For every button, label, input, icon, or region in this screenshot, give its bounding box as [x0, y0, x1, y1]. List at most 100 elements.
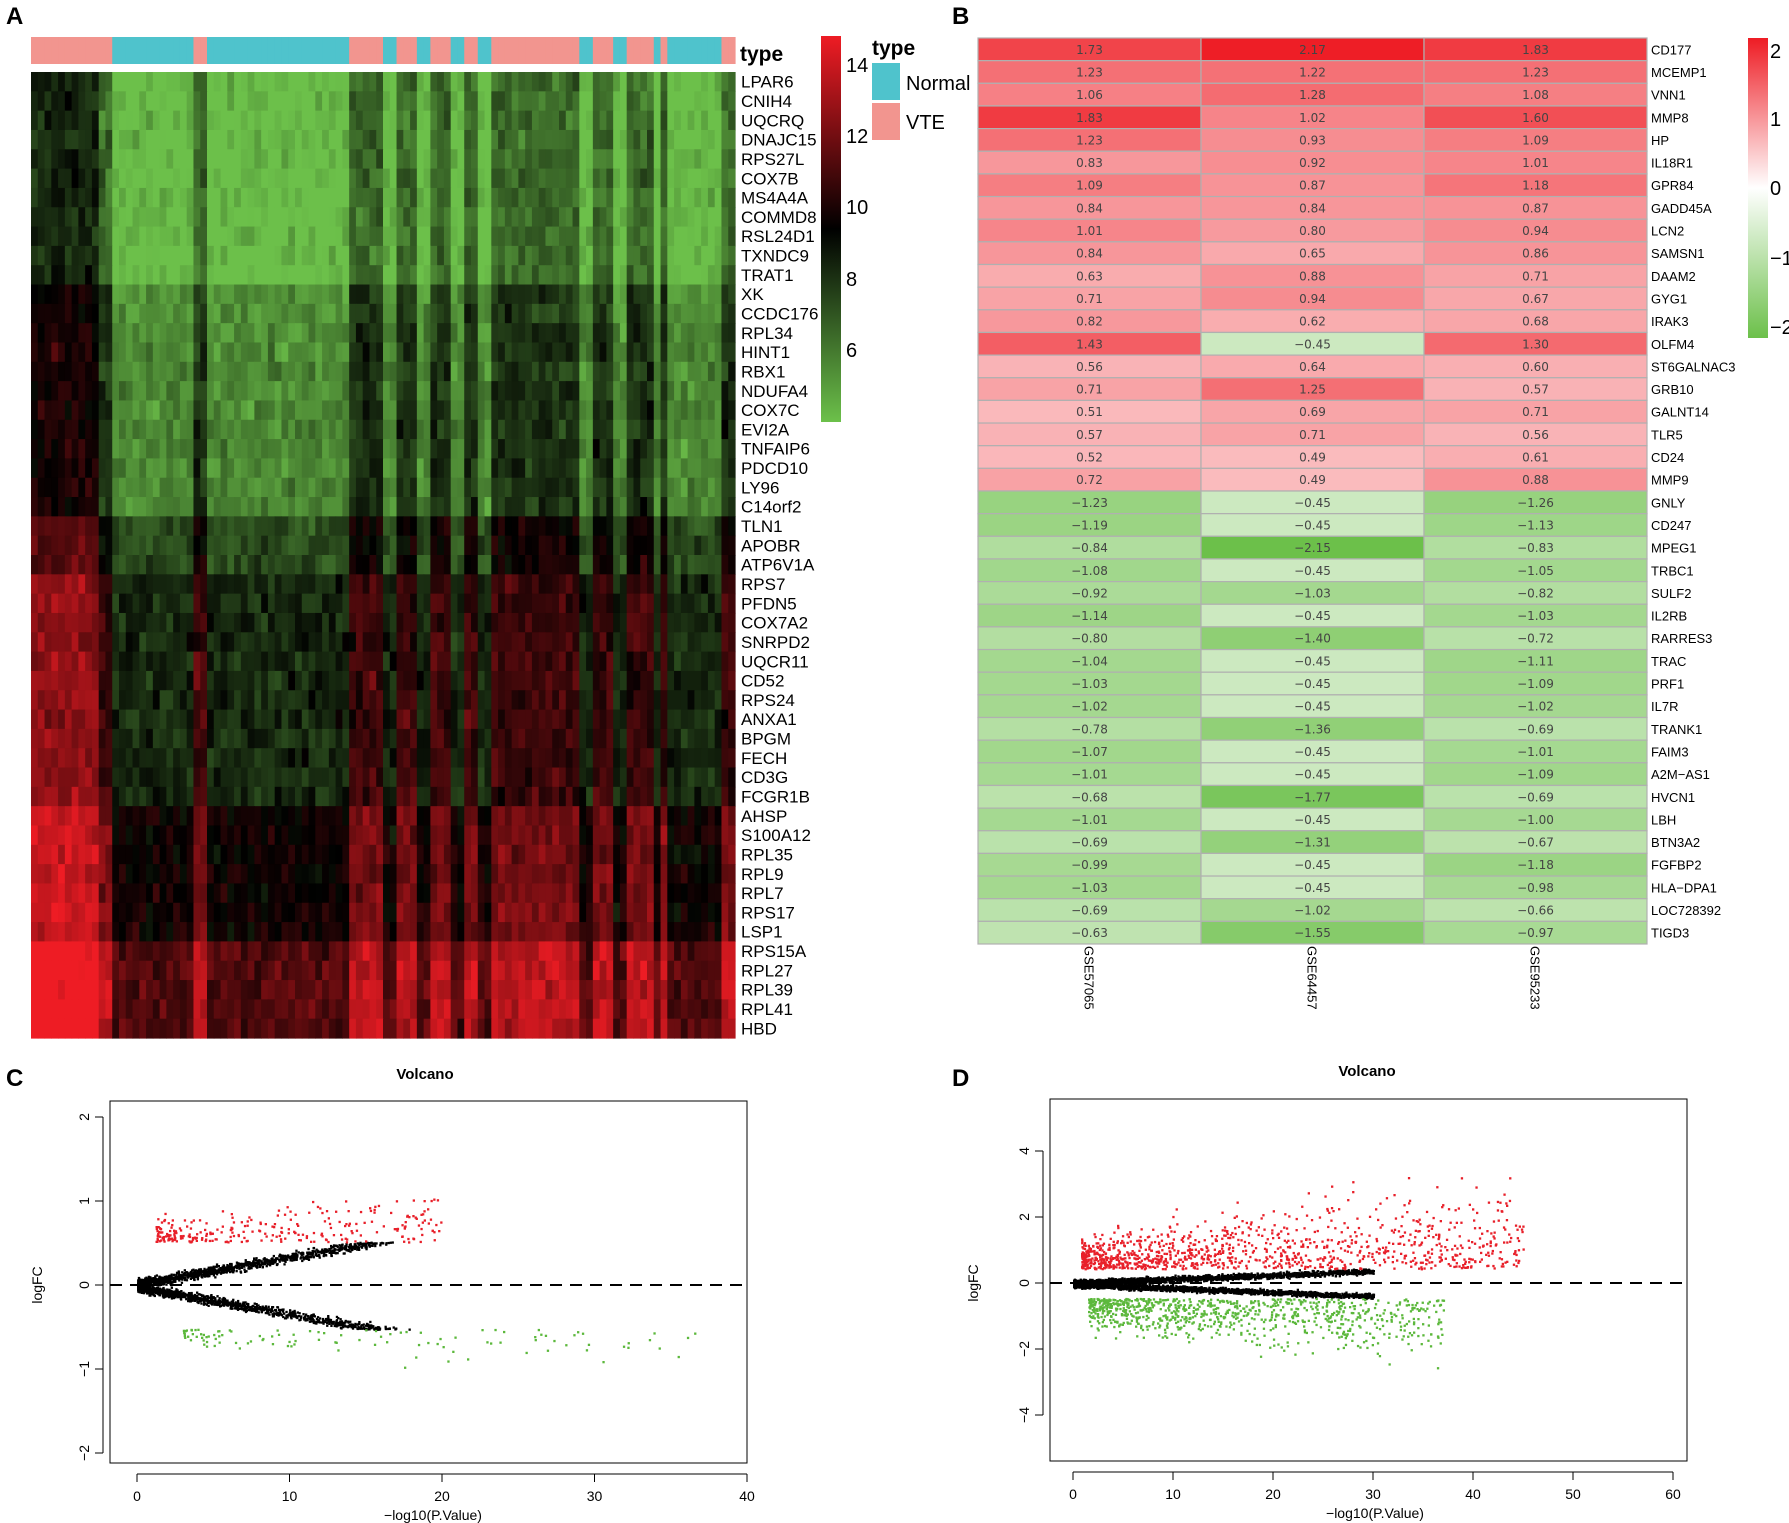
heatmap-a-cell [132, 149, 140, 170]
heatmap-a-cell [640, 786, 648, 807]
heatmap-a-cell [613, 381, 621, 402]
heatmap-a-cell [538, 129, 547, 150]
heatmap-a-cell [220, 844, 228, 865]
heatmap-a-cell [112, 207, 120, 228]
heatmap-a-cell [328, 342, 337, 363]
heatmap-a-cell [511, 864, 519, 885]
heatmap-a-cell [301, 245, 310, 266]
heatmap-a-cell [362, 72, 371, 92]
heatmap-a-cell [701, 670, 709, 691]
heatmap-a-cell [416, 612, 425, 633]
heatmap-a-cell [78, 323, 86, 344]
heatmap-a-cell [335, 381, 343, 402]
heatmap-a-cell [132, 284, 140, 305]
heatmap-a-cell [44, 593, 52, 614]
heatmap-a-cell [301, 284, 310, 305]
annotation-cell [342, 37, 350, 64]
heatmap-a-cell [125, 941, 134, 962]
heatmap-a-cell [389, 72, 398, 92]
heatmap-a-cell [342, 748, 350, 769]
heatmap-a-cell [91, 960, 100, 981]
heatmap-a-cell [477, 110, 486, 131]
heatmap-a-cell [369, 458, 377, 479]
heatmap-a-cell [619, 439, 628, 459]
heatmap-a-cell [227, 902, 235, 923]
heatmap-a-cell [457, 786, 465, 807]
heatmap-a-cell [240, 342, 249, 363]
heatmap-a-cell [173, 651, 181, 672]
heatmap-a-cell [44, 110, 52, 131]
heatmap-a-cell [247, 902, 255, 923]
heatmap-a-cell [511, 516, 519, 537]
heatmap-a-cell [335, 902, 343, 923]
heatmap-a-cell [592, 574, 601, 595]
heatmap-a-cell [457, 941, 465, 962]
heatmap-a-cell [362, 574, 371, 595]
heatmap-a-cell [78, 883, 86, 904]
heatmap-a-cell [443, 651, 452, 672]
heatmap-a-cell [98, 593, 107, 614]
heatmap-a-cell [538, 439, 547, 459]
heatmap-a-cell [179, 149, 188, 170]
heatmap-a-cell [491, 458, 499, 479]
heatmap-a-cell [37, 767, 46, 788]
heatmap-a-cell [125, 844, 134, 865]
heatmap-a-cell [335, 825, 343, 846]
heatmap-a-cell [31, 748, 39, 769]
heatmap-a-cell [369, 226, 377, 247]
heatmap-a-cell [119, 497, 127, 517]
heatmap-a-cell [220, 651, 228, 672]
heatmap-a-cell [552, 381, 560, 402]
heatmap-a-cell [247, 612, 255, 633]
heatmap-a-cell [308, 439, 316, 459]
heatmap-a-cell [471, 303, 479, 324]
heatmap-a-cell [707, 728, 716, 749]
heatmap-a-cell [369, 709, 377, 730]
heatmap-a-cell [674, 922, 682, 942]
heatmap-a-cell [457, 110, 465, 131]
heatmap-a-cell [173, 439, 181, 459]
heatmap-a-cell [714, 806, 723, 827]
heatmap-a-cell [579, 825, 587, 846]
heatmap-a-cell [653, 458, 662, 479]
heatmap-a-cell [119, 91, 127, 112]
heatmap-a-cell [403, 922, 411, 942]
heatmap-a-cell [383, 767, 391, 788]
heatmap-a-cell [105, 361, 113, 382]
heatmap-a-cell [71, 864, 79, 885]
heatmap-a-cell [437, 806, 445, 827]
heatmap-a-cell [328, 864, 337, 885]
heatmap-a-cell [152, 284, 161, 305]
heatmap-a-cell [207, 361, 215, 382]
heatmap-a-cell [207, 767, 215, 788]
heatmap-a-cell [389, 149, 398, 170]
heatmap-a-cell [173, 960, 181, 981]
heatmap-a-cell [477, 303, 486, 324]
heatmap-a-cell [721, 168, 729, 189]
heatmap-a-cell [58, 458, 66, 479]
heatmap-a-cell [606, 883, 614, 904]
heatmap-a-cell [91, 458, 100, 479]
annotation-cell [680, 37, 689, 64]
heatmap-a-cell [423, 226, 431, 247]
heatmap-a-cell [227, 864, 235, 885]
heatmap-a-cell [599, 245, 607, 266]
heatmap-a-cell [464, 419, 472, 440]
heatmap-a-cell [572, 632, 580, 653]
heatmap-a-cell [586, 922, 594, 942]
heatmap-a-cell [633, 883, 641, 904]
heatmap-a-cell [78, 555, 86, 575]
heatmap-a-cell [511, 651, 519, 672]
heatmap-a-cell [322, 670, 330, 691]
heatmap-a-cell [592, 458, 601, 479]
heatmap-a-cell [254, 361, 262, 382]
heatmap-a-cell [613, 439, 621, 459]
heatmap-a-cell [464, 497, 472, 517]
heatmap-a-cell [498, 91, 506, 112]
heatmap-a-cell [288, 439, 296, 459]
heatmap-a-cell [355, 593, 364, 614]
heatmap-a-cell [477, 902, 486, 923]
heatmap-a-cell [78, 690, 86, 711]
heatmap-a-cell [362, 342, 371, 363]
heatmap-a-cell [267, 458, 276, 479]
